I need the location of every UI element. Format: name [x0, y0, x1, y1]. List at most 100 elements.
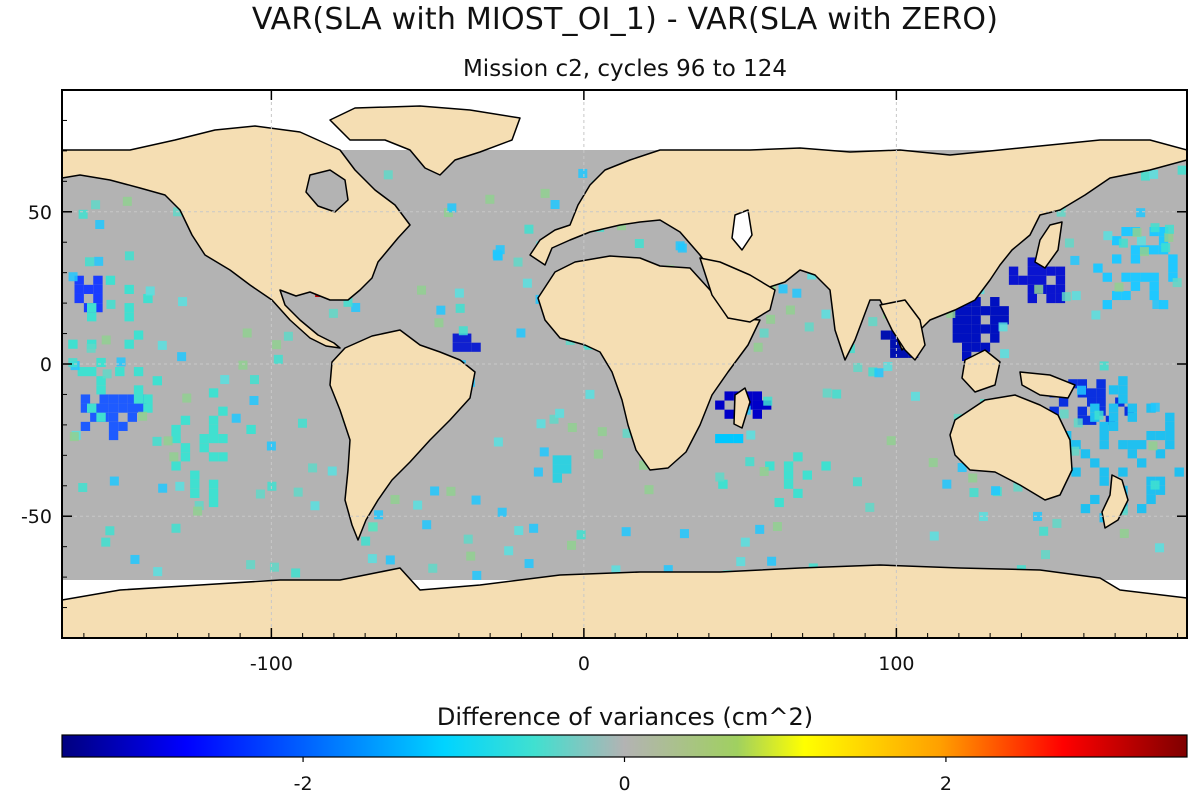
- anomaly-cell: [783, 461, 794, 471]
- anomaly-cell: [874, 368, 884, 378]
- anomaly-cell: [593, 449, 603, 459]
- anomaly-cell: [1059, 409, 1069, 419]
- anomaly-cell: [952, 306, 962, 316]
- anomaly-cell: [715, 400, 725, 410]
- anomaly-cell: [1099, 467, 1109, 477]
- anomaly-cell: [124, 303, 134, 313]
- anomaly-cell: [145, 286, 155, 296]
- anomaly-cell: [1056, 207, 1066, 217]
- x-tick-label: 0: [578, 653, 590, 675]
- anomaly-cell: [522, 278, 532, 288]
- anomaly-cell: [86, 343, 96, 353]
- anomaly-cell: [180, 452, 191, 462]
- anomaly-cell: [540, 188, 550, 198]
- anomaly-cell: [1140, 272, 1150, 282]
- anomaly-cell: [1127, 440, 1137, 450]
- anomaly-cell: [622, 428, 632, 438]
- anomaly-cell: [1071, 467, 1081, 477]
- anomaly-cell: [1055, 275, 1066, 285]
- anomaly-cell: [980, 324, 991, 334]
- anomaly-cell: [143, 394, 153, 404]
- anomaly-cell: [158, 483, 168, 493]
- anomaly-cell: [962, 324, 972, 334]
- anomaly-cell: [1064, 238, 1074, 248]
- anomaly-cell: [952, 333, 962, 343]
- anomaly-cell: [783, 479, 794, 489]
- land-borneo: [961, 349, 1001, 393]
- anomaly-cell: [105, 275, 116, 285]
- anomaly-cell: [550, 200, 560, 210]
- anomaly-cell: [644, 485, 654, 495]
- anomaly-cell: [1158, 300, 1169, 310]
- anomaly-cell: [793, 452, 803, 462]
- anomaly-cell: [1114, 282, 1124, 292]
- anomaly-cell: [343, 297, 353, 307]
- anomaly-cell: [93, 293, 103, 304]
- anomaly-cell: [1132, 227, 1142, 237]
- anomaly-cell: [1052, 518, 1062, 528]
- anomaly-cell: [80, 403, 91, 413]
- anomaly-cell: [1127, 403, 1137, 413]
- anomaly-cell: [231, 413, 241, 423]
- anomaly-cell: [971, 342, 981, 352]
- anomaly-cell: [190, 479, 200, 489]
- anomaly-cell: [108, 412, 119, 422]
- anomaly-cell: [361, 536, 371, 546]
- anomaly-cell: [513, 257, 523, 267]
- anomaly-cell: [1150, 223, 1160, 233]
- anomaly-cell: [1027, 284, 1037, 294]
- anomaly-cell: [552, 455, 562, 465]
- anomaly-cell: [1168, 254, 1178, 264]
- x-tick-label: 100: [878, 653, 914, 675]
- anomaly-cell: [115, 367, 125, 377]
- anomaly-cell: [1130, 245, 1141, 255]
- anomaly-cell: [1099, 476, 1109, 486]
- anomaly-cell: [865, 502, 875, 512]
- anomaly-cell: [1121, 290, 1131, 301]
- anomaly-cell: [249, 395, 259, 405]
- anomaly-cell: [171, 523, 181, 533]
- anomaly-cell: [368, 522, 378, 532]
- anomaly-cell: [952, 324, 962, 334]
- anomaly-cell: [928, 458, 938, 468]
- anomaly-cell: [1149, 272, 1159, 282]
- anomaly-cell: [552, 473, 562, 483]
- anomaly-cell: [383, 170, 393, 180]
- anomaly-cell: [238, 360, 248, 370]
- anomaly-cell: [1033, 511, 1043, 521]
- anomaly-cell: [208, 424, 219, 435]
- anomaly-cell: [990, 324, 1000, 334]
- anomaly-cell: [962, 342, 972, 352]
- anomaly-cell: [1118, 394, 1128, 404]
- anomaly-cell: [436, 305, 446, 315]
- anomaly-cell: [536, 419, 546, 429]
- anomaly-cell: [83, 284, 94, 294]
- anomaly-cell: [1149, 281, 1159, 291]
- anomaly-cell: [679, 529, 689, 539]
- anomaly-cell: [772, 522, 782, 532]
- anomaly-cell: [116, 357, 126, 367]
- anomaly-cell: [617, 221, 627, 231]
- anomaly-cell: [308, 463, 318, 473]
- anomaly-cell: [899, 348, 909, 358]
- anomaly-cell: [106, 299, 116, 309]
- anomaly-cell: [1018, 275, 1028, 285]
- anomaly-cell: [130, 554, 140, 564]
- anomaly-cell: [1073, 418, 1083, 428]
- anomaly-cell: [87, 403, 97, 413]
- anomaly-cell: [74, 275, 84, 285]
- anomaly-cell: [1099, 421, 1109, 431]
- anomaly-cell: [1112, 254, 1122, 264]
- colorbar-tick-label: 0: [618, 773, 630, 795]
- anomaly-cell: [1087, 397, 1097, 407]
- anomaly-cell: [1118, 385, 1128, 395]
- anomaly-cell: [1150, 480, 1160, 490]
- anomaly-cell: [1130, 254, 1141, 264]
- anomaly-cell: [946, 308, 956, 318]
- anomaly-cell: [821, 461, 831, 471]
- anomaly-cell: [1155, 449, 1166, 459]
- anomaly-cell: [118, 394, 128, 404]
- anomaly-cell: [611, 565, 621, 575]
- anomaly-cell: [1130, 281, 1141, 291]
